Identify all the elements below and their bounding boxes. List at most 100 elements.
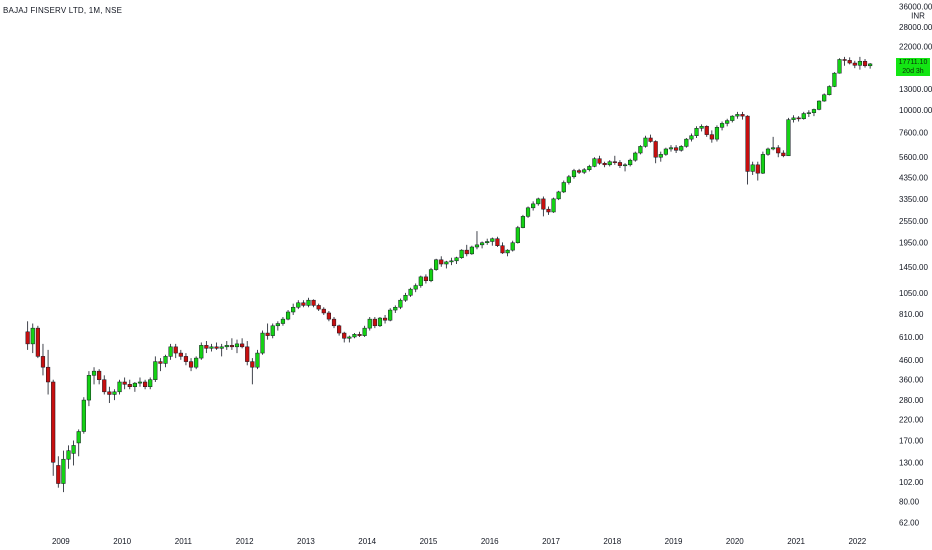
candle-2013-07[interactable] xyxy=(337,324,342,336)
candle-2016-07[interactable] xyxy=(520,214,526,229)
candle-2013-05[interactable] xyxy=(326,311,331,322)
candle-2008-11[interactable] xyxy=(51,379,56,476)
candle-2016-12[interactable] xyxy=(546,206,551,215)
candle-2008-09[interactable] xyxy=(40,343,46,376)
candle-2017-08[interactable] xyxy=(587,164,592,172)
candle-2015-04[interactable] xyxy=(444,260,449,269)
candle-2014-07[interactable] xyxy=(398,298,403,310)
candle-2020-10[interactable] xyxy=(781,150,786,158)
candle-2022-02[interactable] xyxy=(862,59,868,68)
candle-2019-03[interactable] xyxy=(684,137,689,148)
candle-2021-01[interactable] xyxy=(796,116,801,122)
candle-2019-10[interactable] xyxy=(719,121,725,131)
candle-2013-12[interactable] xyxy=(362,325,367,337)
candle-2017-09[interactable] xyxy=(592,157,597,168)
candle-2010-07[interactable] xyxy=(153,356,158,382)
candle-2011-02[interactable] xyxy=(188,358,194,372)
candle-2010-01[interactable] xyxy=(122,377,127,390)
candle-2014-01[interactable] xyxy=(367,317,372,331)
candle-2010-05[interactable] xyxy=(143,379,148,390)
candle-2014-04[interactable] xyxy=(382,314,388,324)
candle-2020-07[interactable] xyxy=(765,147,771,156)
candle-2011-01[interactable] xyxy=(183,353,189,366)
candle-2008-07[interactable] xyxy=(30,323,35,354)
candle-2021-10[interactable] xyxy=(842,56,847,66)
candle-2019-05[interactable] xyxy=(694,126,699,138)
candle-2014-03[interactable] xyxy=(377,317,383,327)
candle-2017-05[interactable] xyxy=(571,168,577,179)
candle-2009-05[interactable] xyxy=(81,397,86,434)
candle-2012-09[interactable] xyxy=(285,310,291,321)
candle-2021-06[interactable] xyxy=(822,93,827,102)
candle-2016-10[interactable] xyxy=(536,197,541,206)
candle-2020-01[interactable] xyxy=(735,111,740,119)
candle-2014-06[interactable] xyxy=(393,305,398,313)
candle-2015-12[interactable] xyxy=(485,238,490,245)
candle-2017-06[interactable] xyxy=(577,168,582,175)
candle-2017-12[interactable] xyxy=(607,160,612,167)
candle-2011-08[interactable] xyxy=(219,343,224,357)
candle-2020-04[interactable] xyxy=(750,161,755,175)
candle-2021-07[interactable] xyxy=(827,85,832,96)
candle-2011-09[interactable] xyxy=(224,341,229,350)
candle-2018-05[interactable] xyxy=(633,151,638,162)
candle-2016-05[interactable] xyxy=(510,240,515,252)
candle-2012-03[interactable] xyxy=(255,349,260,370)
candle-2021-08[interactable] xyxy=(832,72,837,88)
candle-2014-09[interactable] xyxy=(408,287,413,297)
candle-2015-02[interactable] xyxy=(434,258,439,271)
candle-2015-03[interactable] xyxy=(439,256,444,267)
candle-2017-11[interactable] xyxy=(602,161,607,168)
candle-2009-10[interactable] xyxy=(107,386,112,404)
candle-2019-01[interactable] xyxy=(674,145,679,153)
candle-2014-12[interactable] xyxy=(423,274,429,284)
candle-2013-02[interactable] xyxy=(311,299,316,308)
candle-2018-01[interactable] xyxy=(612,155,617,165)
candle-2010-12[interactable] xyxy=(178,349,183,360)
candle-2008-10[interactable] xyxy=(45,349,51,395)
candle-2011-05[interactable] xyxy=(204,341,209,354)
candle-2012-11[interactable] xyxy=(296,300,301,310)
candle-2015-01[interactable] xyxy=(428,267,434,283)
candle-2010-11[interactable] xyxy=(173,343,178,359)
candle-2017-04[interactable] xyxy=(566,174,571,185)
candle-2012-04[interactable] xyxy=(260,330,265,355)
candle-2018-07[interactable] xyxy=(643,135,648,148)
candle-2017-07[interactable] xyxy=(582,168,587,175)
candle-2010-03[interactable] xyxy=(132,381,137,392)
candle-2016-09[interactable] xyxy=(531,201,536,211)
candle-2014-08[interactable] xyxy=(403,292,408,302)
candle-2016-06[interactable] xyxy=(515,225,520,244)
candle-2016-01[interactable] xyxy=(490,237,495,246)
candle-2016-11[interactable] xyxy=(541,196,546,217)
candle-2012-01[interactable] xyxy=(245,341,250,366)
candle-2011-06[interactable] xyxy=(209,343,214,352)
candle-2019-11[interactable] xyxy=(725,118,730,127)
candle-2012-06[interactable] xyxy=(270,323,275,339)
candle-2018-12[interactable] xyxy=(668,145,674,152)
candle-2021-03[interactable] xyxy=(806,110,811,117)
candle-2011-11[interactable] xyxy=(234,339,240,354)
candle-2020-12[interactable] xyxy=(791,115,796,123)
candle-2022-01[interactable] xyxy=(857,56,863,70)
candle-2022-03[interactable] xyxy=(868,63,873,69)
candle-2018-06[interactable] xyxy=(638,145,643,155)
candle-2015-08[interactable] xyxy=(464,244,469,257)
candle-2013-11[interactable] xyxy=(357,331,362,337)
candle-2018-03[interactable] xyxy=(622,163,628,172)
candle-2018-04[interactable] xyxy=(628,158,633,167)
candle-2015-06[interactable] xyxy=(454,256,459,265)
candle-2010-08[interactable] xyxy=(158,358,163,372)
candle-2013-01[interactable] xyxy=(306,297,311,308)
candle-2021-05[interactable] xyxy=(816,100,822,111)
candle-2012-05[interactable] xyxy=(265,323,270,340)
candle-2009-12[interactable] xyxy=(117,379,122,395)
candle-2008-06[interactable] xyxy=(25,321,30,350)
candle-2018-02[interactable] xyxy=(617,160,623,169)
candle-2012-10[interactable] xyxy=(291,303,296,315)
candle-2020-03[interactable] xyxy=(745,115,750,185)
candle-2019-06[interactable] xyxy=(699,124,704,132)
candle-2013-08[interactable] xyxy=(342,331,347,343)
candle-2008-08[interactable] xyxy=(35,325,40,359)
candle-2010-04[interactable] xyxy=(137,377,143,387)
